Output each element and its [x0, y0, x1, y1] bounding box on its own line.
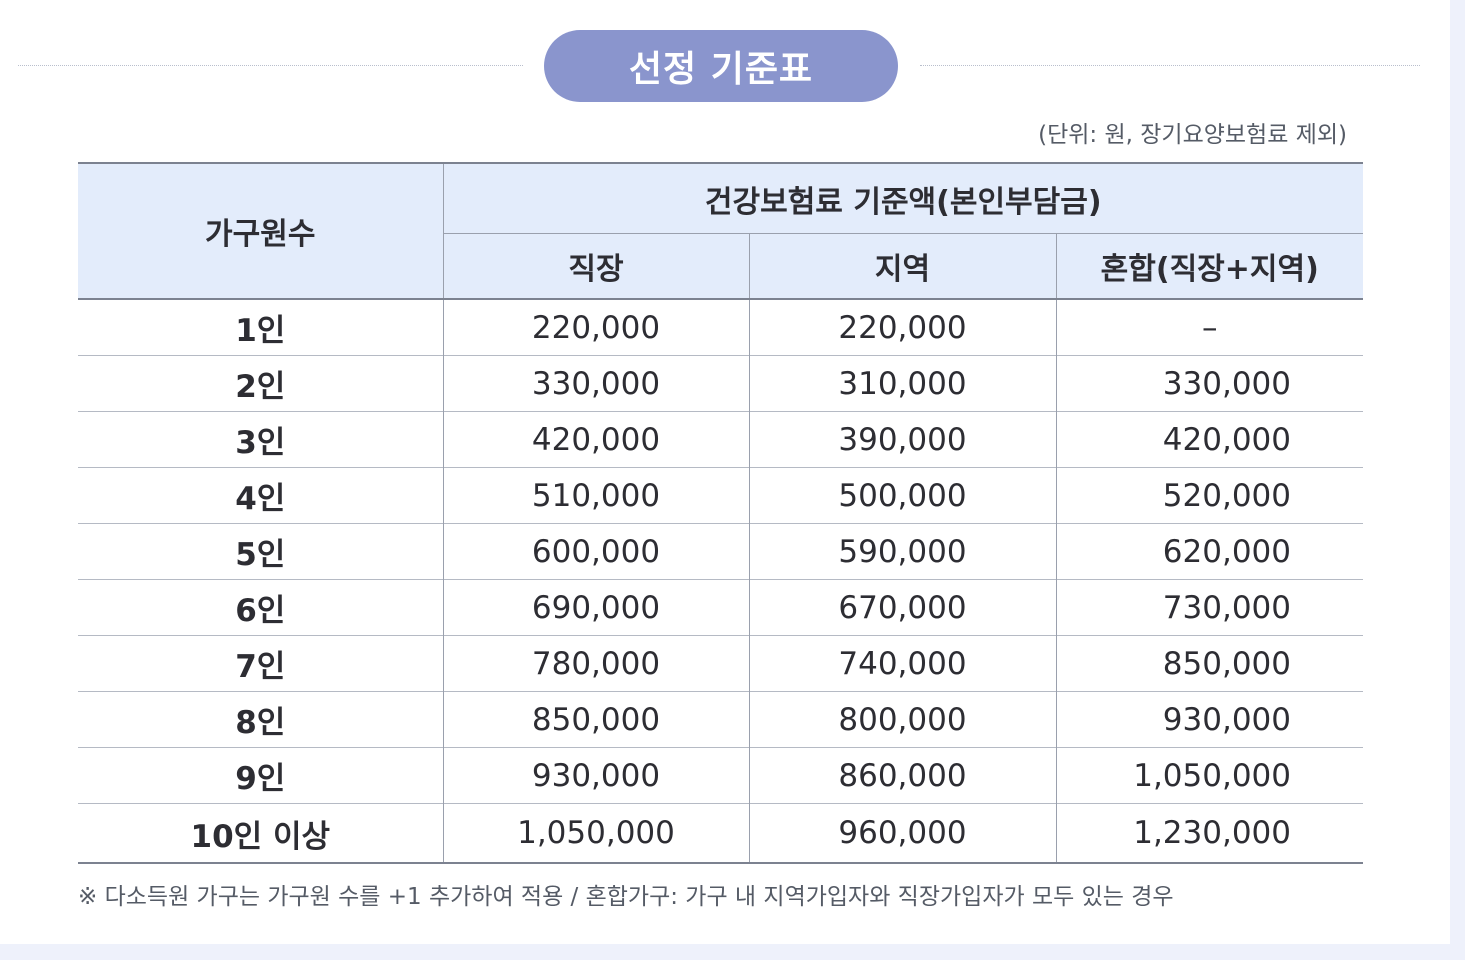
mixed-value: –	[1055, 299, 1363, 356]
table-row: 9인 930,000 860,000 1,050,000	[78, 747, 1363, 804]
household-size-cell: 10인 이상	[78, 803, 443, 863]
regional-value: 860,000	[748, 747, 1056, 804]
workplace-value: 510,000	[442, 467, 749, 524]
column-header-regional: 지역	[748, 233, 1056, 299]
household-size-cell: 2인	[78, 355, 443, 412]
table-row: 1인 220,000 220,000 –	[78, 299, 1363, 356]
household-size-cell: 5인	[78, 523, 443, 580]
mixed-value: 1,050,000	[1055, 747, 1363, 804]
dotted-divider-right	[920, 65, 1420, 66]
household-size-cell: 8인	[78, 691, 443, 748]
title-row: 선정 기준표	[18, 30, 1420, 102]
column-header-workplace: 직장	[442, 233, 749, 299]
regional-value: 500,000	[748, 467, 1056, 524]
table-row: 3인 420,000 390,000 420,000	[78, 411, 1363, 468]
household-size-cell: 3인	[78, 411, 443, 468]
premium-group-header: 건강보험료 기준액(본인부담금)	[442, 163, 1363, 234]
mixed-value: 520,000	[1055, 467, 1363, 524]
regional-value: 310,000	[748, 355, 1056, 412]
mixed-value: 420,000	[1055, 411, 1363, 468]
dotted-divider-left	[18, 65, 523, 66]
household-size-cell: 7인	[78, 635, 443, 692]
table-row: 2인 330,000 310,000 330,000	[78, 355, 1363, 412]
regional-value: 740,000	[748, 635, 1056, 692]
table-row: 4인 510,000 500,000 520,000	[78, 467, 1363, 524]
workplace-value: 600,000	[442, 523, 749, 580]
mixed-value: 730,000	[1055, 579, 1363, 636]
household-size-cell: 4인	[78, 467, 443, 524]
table-row: 6인 690,000 670,000 730,000	[78, 579, 1363, 636]
content-card: 선정 기준표 (단위: 원, 장기요양보험료 제외) 가구원수 건강보험료 기준…	[0, 0, 1450, 944]
column-header-mixed: 혼합(직장+지역)	[1055, 233, 1363, 299]
table-row: 8인 850,000 800,000 930,000	[78, 691, 1363, 748]
section-title: 선정 기준표	[544, 30, 898, 102]
workplace-value: 690,000	[442, 579, 749, 636]
mixed-value: 330,000	[1055, 355, 1363, 412]
mixed-value: 930,000	[1055, 691, 1363, 748]
workplace-value: 420,000	[442, 411, 749, 468]
mixed-value: 850,000	[1055, 635, 1363, 692]
workplace-value: 220,000	[442, 299, 749, 356]
regional-value: 670,000	[748, 579, 1056, 636]
workplace-value: 1,050,000	[442, 803, 749, 863]
workplace-value: 850,000	[442, 691, 749, 748]
mixed-value: 620,000	[1055, 523, 1363, 580]
regional-value: 390,000	[748, 411, 1056, 468]
workplace-value: 780,000	[442, 635, 749, 692]
workplace-value: 930,000	[442, 747, 749, 804]
table-row: 5인 600,000 590,000 620,000	[78, 523, 1363, 580]
regional-value: 800,000	[748, 691, 1056, 748]
footnote: ※ 다소득원 가구는 가구원 수를 +1 추가하여 적용 / 혼합가구: 가구 …	[78, 884, 1174, 910]
criteria-table: 가구원수 건강보험료 기준액(본인부담금) 직장 지역 혼합(직장+지역) 1인…	[78, 162, 1363, 864]
household-size-cell: 6인	[78, 579, 443, 636]
table-row: 10인 이상 1,050,000 960,000 1,230,000	[78, 803, 1363, 863]
regional-value: 220,000	[748, 299, 1056, 356]
household-size-cell: 9인	[78, 747, 443, 804]
regional-value: 960,000	[748, 803, 1056, 863]
unit-note: (단위: 원, 장기요양보험료 제외)	[1038, 122, 1347, 148]
mixed-value: 1,230,000	[1055, 803, 1363, 863]
household-size-header: 가구원수	[78, 163, 443, 299]
household-size-cell: 1인	[235, 313, 286, 349]
workplace-value: 330,000	[442, 355, 749, 412]
regional-value: 590,000	[748, 523, 1056, 580]
table-row: 7인 780,000 740,000 850,000	[78, 635, 1363, 692]
